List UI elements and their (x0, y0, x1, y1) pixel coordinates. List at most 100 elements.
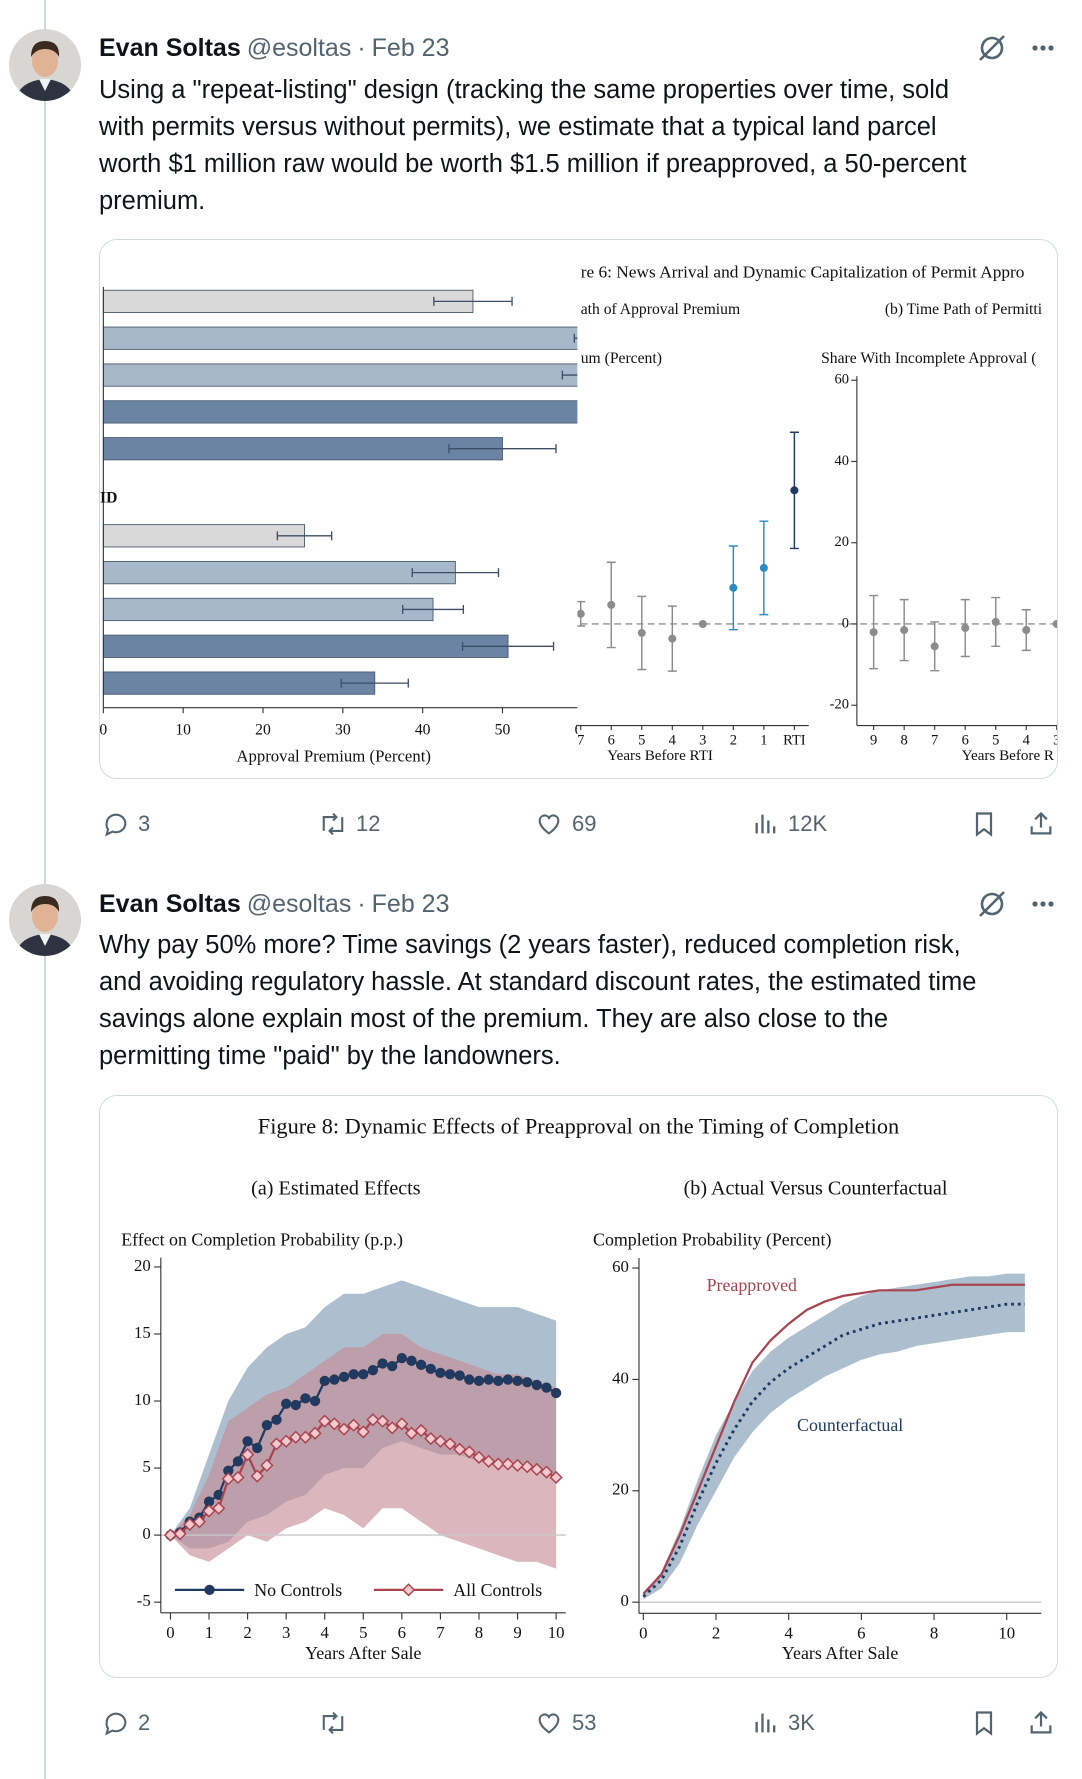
views-icon (755, 814, 776, 834)
point-marker (252, 1442, 263, 1454)
y-tick-label: -20 (830, 697, 849, 713)
point-marker (395, 1417, 409, 1431)
more-button[interactable] (1032, 901, 1054, 907)
point-marker (300, 1393, 311, 1404)
x-tick-label: 0 (100, 722, 107, 739)
bookmark-icon (975, 1711, 993, 1736)
date[interactable]: Feb 23 (371, 33, 450, 62)
point (577, 609, 585, 618)
error-bar (340, 678, 409, 688)
bookmark-button[interactable] (970, 1703, 998, 1743)
point-marker (473, 1375, 485, 1387)
tweet-text: Why pay 50% more? Time savings (2 years … (99, 927, 976, 1075)
point-marker (522, 1377, 533, 1388)
date[interactable]: Feb 23 (371, 889, 450, 918)
x-tick-label: 30 (335, 722, 351, 739)
author[interactable]: Evan Soltas (99, 889, 241, 918)
more-button[interactable] (1032, 45, 1054, 51)
like-glyph (538, 1713, 560, 1734)
media-card[interactable]: Figure 8: Dynamic Effects of Preapproval… (99, 1095, 1058, 1678)
point (698, 619, 707, 628)
error-bar (276, 531, 333, 541)
point-panel: 7 6 5 4 3 2 1 RTI (577, 431, 806, 749)
point-marker (482, 1454, 496, 1468)
point-marker (260, 1458, 274, 1472)
y-tick-label: 15 (134, 1323, 151, 1342)
grok-circle (980, 892, 1004, 916)
y-tick-label: 20 (612, 1480, 629, 1499)
x-tick-label: 2 (243, 1623, 251, 1642)
dot (1048, 45, 1054, 51)
point-marker (173, 1527, 187, 1541)
reply-button[interactable]: 2 (102, 1703, 150, 1743)
legend-label: No Controls (254, 1580, 342, 1600)
text-line: permitting time "paid" by the landowners… (99, 1042, 561, 1070)
point-marker (501, 1457, 515, 1471)
bookmark-button[interactable] (970, 804, 998, 844)
bookmark-glyph (975, 1711, 993, 1736)
tweet-menu (979, 35, 1054, 61)
x-tick-label: 4 (321, 1623, 330, 1642)
reply-icon (105, 813, 127, 837)
x-tick-label: 10 (998, 1623, 1015, 1642)
reply-button[interactable]: 3 (102, 804, 150, 844)
grok-button[interactable] (979, 35, 1005, 61)
like-button[interactable]: 69 (534, 804, 596, 844)
dot (1032, 45, 1038, 51)
point-marker (550, 1387, 562, 1399)
views-button[interactable]: 3K (752, 1703, 815, 1743)
y-tick-label: 0 (142, 1524, 150, 1543)
point-marker (401, 1583, 416, 1597)
handle[interactable]: @esoltas (246, 33, 352, 62)
bar (102, 671, 376, 695)
bar-panel: 0 10 20 30 40 50 60 Approval Premium (Percent) I… (100, 286, 578, 766)
bar (102, 363, 578, 387)
series-label: Preapproved (707, 1275, 797, 1295)
point-marker (425, 1363, 436, 1374)
avatar[interactable] (9, 884, 81, 956)
views-button[interactable]: 12K (752, 804, 827, 844)
panel-a: 7 6 5 4 3 2 1 RTI (577, 431, 809, 749)
author[interactable]: Evan Soltas (99, 33, 241, 62)
point (637, 628, 646, 637)
like-icon (538, 814, 560, 835)
x-tick-label: 1 (760, 733, 767, 749)
point-marker (510, 1458, 525, 1472)
bookmark-glyph (975, 812, 993, 837)
point-marker (414, 1423, 428, 1438)
x-tick-label: 8 (901, 733, 908, 749)
figure-image: re 6: News Arrival and Dynamic Capitaliz… (100, 240, 1057, 778)
repost-button[interactable]: 12 (318, 804, 380, 844)
avatar[interactable] (9, 29, 81, 101)
series-label: Counterfactual (797, 1415, 903, 1435)
point-marker (483, 1374, 494, 1385)
like-button[interactable]: 53 (534, 1703, 596, 1743)
point-marker (502, 1374, 514, 1385)
repost-button[interactable] (318, 1703, 348, 1743)
share-button[interactable] (1027, 804, 1055, 844)
x-tick-label: 7 (436, 1623, 444, 1642)
handle[interactable]: @esoltas (246, 889, 352, 918)
point (790, 486, 799, 495)
x-tick-label: 4 (785, 1623, 794, 1642)
point-marker (464, 1374, 475, 1385)
point-marker (530, 1462, 544, 1477)
y-tick-label: 40 (612, 1368, 629, 1387)
point-marker (338, 1371, 350, 1383)
share-icon (1030, 1710, 1052, 1734)
x-tick-label: 4 (1023, 733, 1031, 749)
x-axis-label: Years Before RTI (607, 748, 713, 764)
point (961, 624, 970, 633)
media-card[interactable]: re 6: News Arrival and Dynamic Capitaliz… (99, 239, 1058, 779)
point (991, 617, 1000, 626)
reply-count: 3 (138, 811, 151, 836)
text-line: Why pay 50% more? Time savings (2 years … (99, 931, 961, 959)
point-marker (491, 1457, 505, 1471)
share-glyph (1030, 1710, 1052, 1734)
grok-button[interactable] (979, 891, 1005, 917)
views-glyph (755, 814, 776, 834)
share-button[interactable] (1027, 1703, 1055, 1743)
separator: · (357, 33, 366, 62)
point-marker (337, 1422, 351, 1436)
point-marker (204, 1584, 215, 1595)
